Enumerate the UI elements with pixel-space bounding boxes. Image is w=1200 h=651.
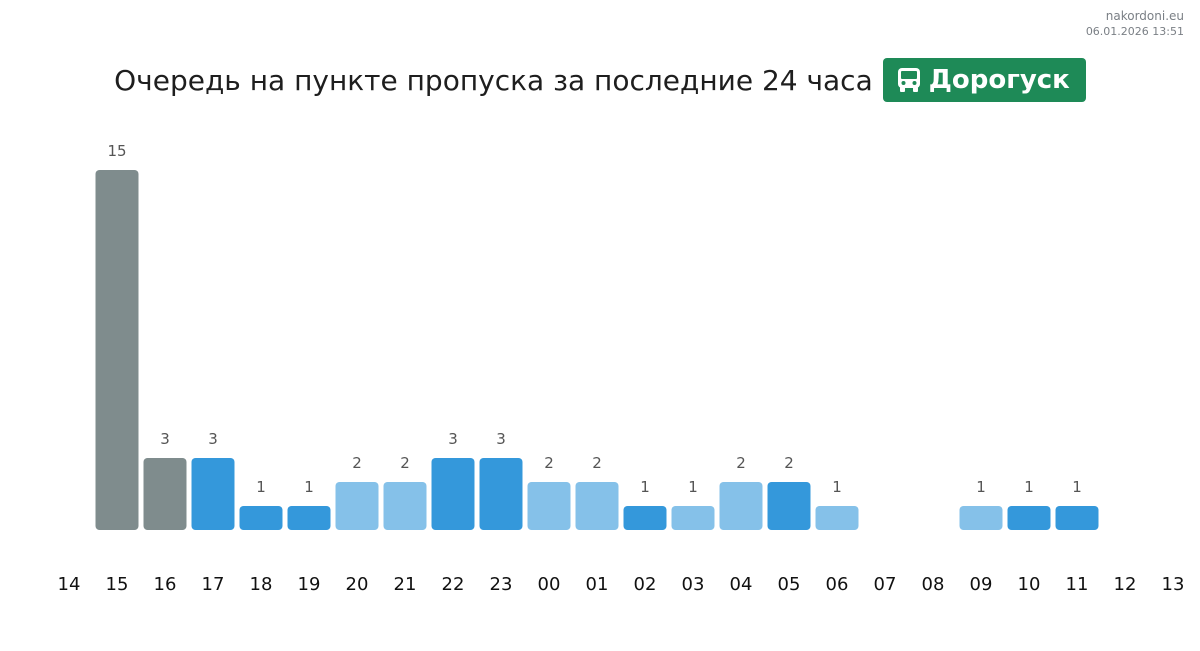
value-label-17: 3 [208, 430, 218, 448]
bar-19 [287, 506, 331, 530]
x-tick-15: 15 [106, 574, 129, 595]
bar-03 [671, 506, 715, 530]
value-label-16: 3 [160, 430, 170, 448]
value-label-15: 15 [107, 142, 126, 160]
bar-05 [767, 482, 811, 530]
bar-00 [527, 482, 571, 530]
value-label-10: 1 [1024, 478, 1034, 496]
x-tick-05: 05 [778, 574, 801, 595]
x-tick-04: 04 [730, 574, 753, 595]
x-tick-20: 20 [346, 574, 369, 595]
x-tick-18: 18 [250, 574, 273, 595]
x-tick-13: 13 [1162, 574, 1185, 595]
bar-22 [431, 458, 475, 530]
x-tick-08: 08 [922, 574, 945, 595]
bar-06 [815, 506, 859, 530]
x-tick-06: 06 [826, 574, 849, 595]
value-label-18: 1 [256, 478, 266, 496]
checkpoint-badge: Дорогуск [882, 58, 1086, 102]
x-tick-11: 11 [1066, 574, 1089, 595]
value-label-19: 1 [304, 478, 314, 496]
bar-16 [143, 458, 187, 530]
x-tick-00: 00 [538, 574, 561, 595]
bar-02 [623, 506, 667, 530]
x-tick-16: 16 [154, 574, 177, 595]
value-label-01: 2 [592, 454, 602, 472]
bar-20 [335, 482, 379, 530]
bar-23 [479, 458, 523, 530]
x-tick-19: 19 [298, 574, 321, 595]
x-tick-07: 07 [874, 574, 897, 595]
value-label-20: 2 [352, 454, 362, 472]
value-label-23: 3 [496, 430, 506, 448]
x-tick-21: 21 [394, 574, 417, 595]
x-tick-12: 12 [1114, 574, 1137, 595]
x-tick-10: 10 [1018, 574, 1041, 595]
bar-21 [383, 482, 427, 530]
badge-label: Дорогуск [928, 65, 1070, 95]
bar-15 [95, 170, 139, 530]
x-tick-09: 09 [970, 574, 993, 595]
value-label-06: 1 [832, 478, 842, 496]
bar-04 [719, 482, 763, 530]
bar-17 [191, 458, 235, 530]
value-label-04: 2 [736, 454, 746, 472]
value-label-09: 1 [976, 478, 986, 496]
value-label-11: 1 [1072, 478, 1082, 496]
x-tick-01: 01 [586, 574, 609, 595]
x-tick-17: 17 [202, 574, 225, 595]
x-tick-23: 23 [490, 574, 513, 595]
site-name: nakordoni.eu [1105, 9, 1184, 23]
value-label-21: 2 [400, 454, 410, 472]
x-tick-02: 02 [634, 574, 657, 595]
meta-block: nakordoni.eu 06.01.2026 13:51 [1086, 8, 1184, 39]
bus-icon [897, 67, 921, 93]
bar-10 [1007, 506, 1051, 530]
title-row: Очередь на пункте пропуска за последние … [0, 58, 1200, 102]
timestamp: 06.01.2026 13:51 [1085, 25, 1184, 38]
x-tick-03: 03 [682, 574, 705, 595]
value-label-02: 1 [640, 478, 650, 496]
x-tick-22: 22 [442, 574, 465, 595]
value-label-05: 2 [784, 454, 794, 472]
value-label-03: 1 [688, 478, 698, 496]
page-title: Очередь на пункте пропуска за последние … [114, 63, 873, 97]
bar-11 [1055, 506, 1099, 530]
value-label-22: 3 [448, 430, 458, 448]
bar-01 [575, 482, 619, 530]
bar-09 [959, 506, 1003, 530]
bar-18 [239, 506, 283, 530]
value-label-00: 2 [544, 454, 554, 472]
x-tick-14: 14 [58, 574, 81, 595]
